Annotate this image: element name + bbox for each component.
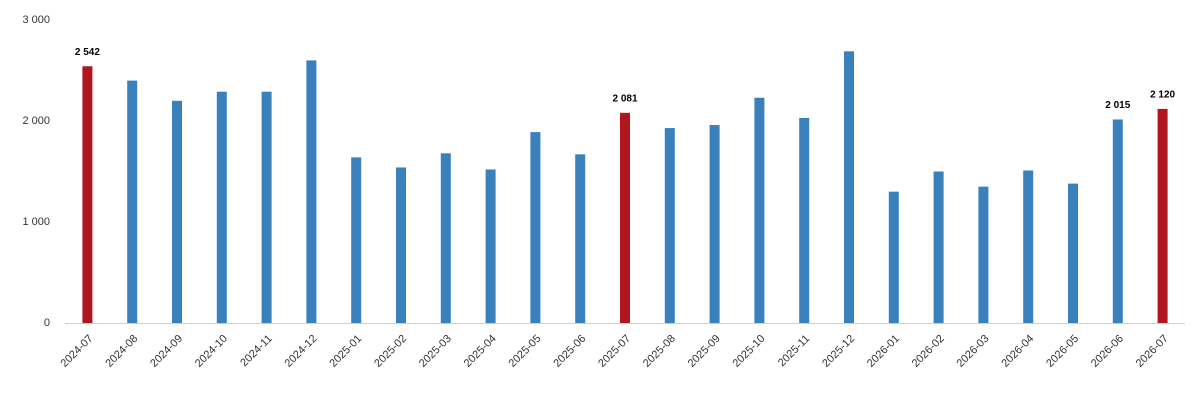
bar — [82, 66, 93, 324]
bar — [1023, 170, 1034, 323]
bar — [754, 97, 765, 324]
bar — [216, 91, 227, 324]
bar — [709, 125, 720, 323]
bar — [888, 191, 899, 323]
bar — [1112, 119, 1123, 323]
x-tick-label: 2026-02 — [910, 333, 947, 370]
bar — [127, 80, 138, 323]
bar — [933, 171, 944, 323]
x-tick-label: 2024-08 — [103, 333, 140, 370]
bar — [664, 128, 675, 323]
y-tick-label: 2 000 — [22, 115, 50, 127]
value-label: 2 015 — [1105, 100, 1130, 111]
bar — [620, 112, 630, 323]
bar — [978, 186, 989, 323]
bar — [844, 51, 854, 324]
bar — [575, 154, 586, 323]
x-tick-label: 2024-10 — [193, 333, 230, 370]
x-tick-label: 2025-03 — [417, 333, 454, 370]
x-tick-label: 2025-07 — [596, 333, 633, 370]
x-tick-label: 2025-05 — [507, 333, 544, 370]
x-tick-label: 2025-04 — [462, 333, 499, 370]
value-label: 2 120 — [1150, 90, 1175, 101]
x-tick-label: 2026-03 — [955, 333, 992, 370]
bar — [1068, 183, 1078, 323]
x-tick-label: 2026-04 — [999, 333, 1036, 370]
x-tick-label: 2025-06 — [551, 333, 588, 370]
x-tick-label: 2025-01 — [327, 333, 364, 370]
value-label: 2 081 — [612, 93, 637, 104]
x-tick-label: 2024-12 — [283, 333, 320, 370]
y-tick-label: 3 000 — [22, 14, 50, 26]
x-tick-label: 2025-09 — [686, 333, 723, 370]
bar — [261, 91, 272, 324]
bar — [485, 169, 496, 323]
y-tick-label: 1 000 — [22, 216, 50, 228]
bar — [351, 157, 362, 323]
x-tick-label: 2026-06 — [1089, 333, 1126, 370]
bar — [799, 117, 810, 323]
bar — [530, 132, 541, 323]
bar — [172, 100, 182, 323]
bar — [1157, 108, 1168, 323]
bar — [440, 153, 451, 323]
bar — [396, 167, 406, 323]
x-tick-label: 2024-11 — [238, 333, 274, 369]
bar — [306, 60, 317, 324]
x-tick-label: 2025-11 — [776, 333, 812, 369]
x-tick-label: 2025-12 — [820, 333, 857, 370]
x-tick-label: 2026-07 — [1134, 333, 1171, 370]
x-tick-label: 2025-10 — [731, 333, 768, 370]
x-tick-label: 2025-02 — [372, 333, 409, 370]
x-tick-label: 2024-09 — [148, 333, 185, 370]
x-tick-label: 2026-05 — [1044, 333, 1081, 370]
y-tick-label: 0 — [44, 317, 50, 329]
x-tick-label: 2024-07 — [59, 333, 96, 370]
x-tick-label: 2025-08 — [641, 333, 678, 370]
value-label: 2 542 — [75, 47, 100, 58]
x-tick-label: 2026-01 — [865, 333, 902, 370]
